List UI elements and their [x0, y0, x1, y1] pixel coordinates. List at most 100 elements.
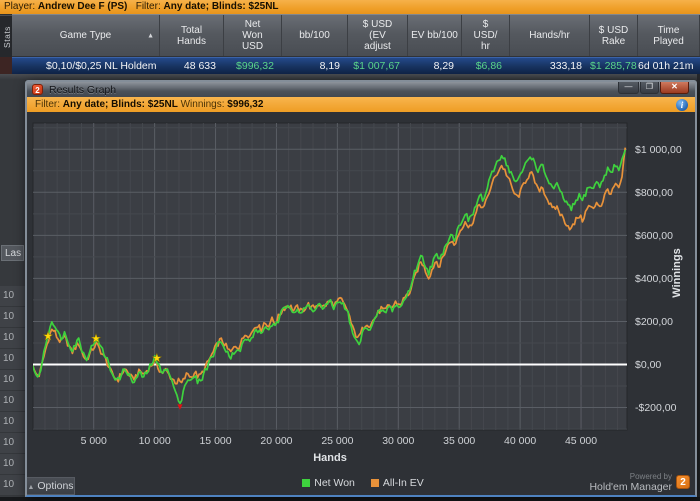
- column-header[interactable]: $ USD/ hr: [462, 15, 510, 56]
- triangle-marker-icon: ▼: [176, 401, 185, 411]
- row-cell: $6,86: [462, 58, 510, 74]
- player-label: Player:: [4, 1, 35, 12]
- x-axis-title: Hands: [313, 452, 347, 464]
- column-header[interactable]: Total Hands: [160, 15, 224, 56]
- x-axis-tick-label: 45 000: [565, 435, 597, 447]
- player-filter-bar: Player: Andrew Dee F (PS) Filter: Any da…: [0, 0, 700, 14]
- sort-asc-icon: ▲: [147, 30, 154, 41]
- legend-swatch-icon: [371, 479, 379, 487]
- row-cell: $0,10/$0,25 NL Holdem: [12, 58, 160, 74]
- y-axis-tick-label: $200,00: [635, 316, 673, 328]
- close-button[interactable]: ✕: [660, 82, 689, 94]
- graph-filter-value: Any date; Blinds: $25NL: [63, 99, 178, 110]
- maximize-button[interactable]: ❐: [640, 82, 659, 94]
- column-header[interactable]: EV bb/100: [408, 15, 462, 56]
- column-header[interactable]: $ USD Rake: [590, 15, 638, 56]
- column-header-label: bb/100: [299, 30, 330, 41]
- graph-filter-bar: Filter: Any date; Blinds: $25NL Winnings…: [27, 97, 695, 112]
- hm2-app-icon: 2: [32, 84, 43, 95]
- table-row[interactable]: $0,10/$0,25 NL Holdem48 633$996,328,19$1…: [12, 57, 700, 74]
- y-axis-title: Winnings: [671, 248, 683, 297]
- filter-value: Any date; Blinds: $25NL: [164, 1, 279, 12]
- legend-swatch-icon: [302, 479, 310, 487]
- minimize-button[interactable]: —: [618, 82, 639, 94]
- winnings-label: Winnings:: [181, 99, 225, 110]
- star-marker-icon: ★: [43, 329, 54, 343]
- y-axis-tick-label: -$200,00: [635, 402, 677, 414]
- row-cell: 8,19: [282, 58, 348, 74]
- winnings-value: $996,32: [227, 99, 263, 110]
- hm2-logo-icon: 2: [676, 475, 690, 489]
- table-header: Game Type ▲ Total Hands Net Won USD bb/100 $ …: [12, 14, 700, 57]
- column-header[interactable]: bb/100: [282, 15, 348, 56]
- powered-by-line2: Hold'em Manager: [589, 482, 672, 492]
- legend-item: All-In EV: [371, 477, 424, 489]
- y-axis-tick-label: $0,00: [635, 359, 661, 371]
- background-list-item: 10: [0, 307, 25, 328]
- row-cell: 48 633: [160, 58, 224, 74]
- background-list-item: 10: [0, 433, 25, 454]
- column-header-label: $ USD/ hr: [474, 19, 498, 52]
- x-axis-tick-label: 25 000: [321, 435, 353, 447]
- x-axis-tick-label: 5 000: [81, 435, 107, 447]
- column-header[interactable]: Time Played: [638, 15, 700, 56]
- row-cell: $1 007,67: [348, 58, 408, 74]
- column-header-label: $ USD Rake: [599, 25, 628, 47]
- column-header[interactable]: Net Won USD: [224, 15, 282, 56]
- column-header-label: Time Played: [653, 25, 684, 47]
- background-list-item: 10: [0, 454, 25, 475]
- column-header-label: EV bb/100: [411, 30, 458, 41]
- background-value-list: 10101010101010101010: [0, 286, 25, 496]
- background-list-item: 10: [0, 286, 25, 307]
- background-list-item: 10: [0, 475, 25, 496]
- y-axis-tick-label: $1 000,00: [635, 144, 682, 156]
- results-graph-window: 2 Results Graph — ❐ ✕ Filter: Any date; …: [25, 80, 697, 497]
- options-button-label: Options: [37, 480, 73, 492]
- powered-by: Powered by Hold'em Manager 2: [589, 472, 690, 492]
- row-cell: 8,29: [408, 58, 462, 74]
- column-header-label: Game Type: [60, 30, 112, 41]
- row-cell: $996,32: [224, 58, 282, 74]
- graph-filter-label: Filter:: [35, 99, 60, 110]
- x-axis-tick-label: 35 000: [443, 435, 475, 447]
- x-axis-tick-label: 10 000: [139, 435, 171, 447]
- y-axis-tick-label: $800,00: [635, 187, 673, 199]
- x-axis-tick-label: 30 000: [382, 435, 414, 447]
- screen: Player: Andrew Dee F (PS) Filter: Any da…: [0, 0, 700, 501]
- chevron-up-icon: ▲: [27, 484, 34, 491]
- y-axis-tick-label: $600,00: [635, 230, 673, 242]
- legend-label: All-In EV: [383, 477, 424, 489]
- column-header-label: Net Won USD: [242, 19, 263, 52]
- x-axis-tick-label: 20 000: [260, 435, 292, 447]
- row-cell: $1 285,78: [590, 58, 638, 74]
- plot-background: [33, 123, 627, 430]
- row-left-edge: [0, 57, 12, 74]
- column-header-label: Hands/hr: [529, 30, 570, 41]
- background-las-chip: Las: [1, 245, 24, 261]
- column-header[interactable]: $ USD (EV adjust: [348, 15, 408, 56]
- window-title: Results Graph: [49, 84, 116, 96]
- star-marker-icon: ★: [152, 351, 163, 365]
- legend-label: Net Won: [314, 477, 355, 489]
- legend-item: Net Won: [302, 477, 355, 489]
- row-cell: 333,18: [510, 58, 590, 74]
- background-list-item: 10: [0, 391, 25, 412]
- background-list-item: 10: [0, 328, 25, 349]
- results-chart: ★ ★ ★ ▼ $1 000,00 $800,00 $600,00 $400,00 $200,0…: [28, 113, 699, 465]
- column-header[interactable]: Hands/hr: [510, 15, 590, 56]
- info-icon[interactable]: i: [676, 99, 688, 111]
- player-value: Andrew Dee F (PS): [38, 1, 127, 12]
- stats-tab-label: Stats: [2, 26, 12, 48]
- background-list-item: 10: [0, 370, 25, 391]
- star-marker-icon: ★: [91, 331, 102, 345]
- background-list-item: 10: [0, 349, 25, 370]
- x-axis-tick-label: 40 000: [504, 435, 536, 447]
- window-title-bar[interactable]: 2 Results Graph: [27, 82, 695, 97]
- x-axis-tick-label: 15 000: [199, 435, 231, 447]
- bottom-edge-strip: [0, 497, 700, 501]
- column-header[interactable]: Game Type ▲: [12, 15, 160, 56]
- y-axis-tick-label: $400,00: [635, 273, 673, 285]
- window-controls: — ❐ ✕: [617, 82, 689, 94]
- filter-label: Filter:: [136, 1, 161, 12]
- options-button[interactable]: ▲Options: [27, 477, 75, 495]
